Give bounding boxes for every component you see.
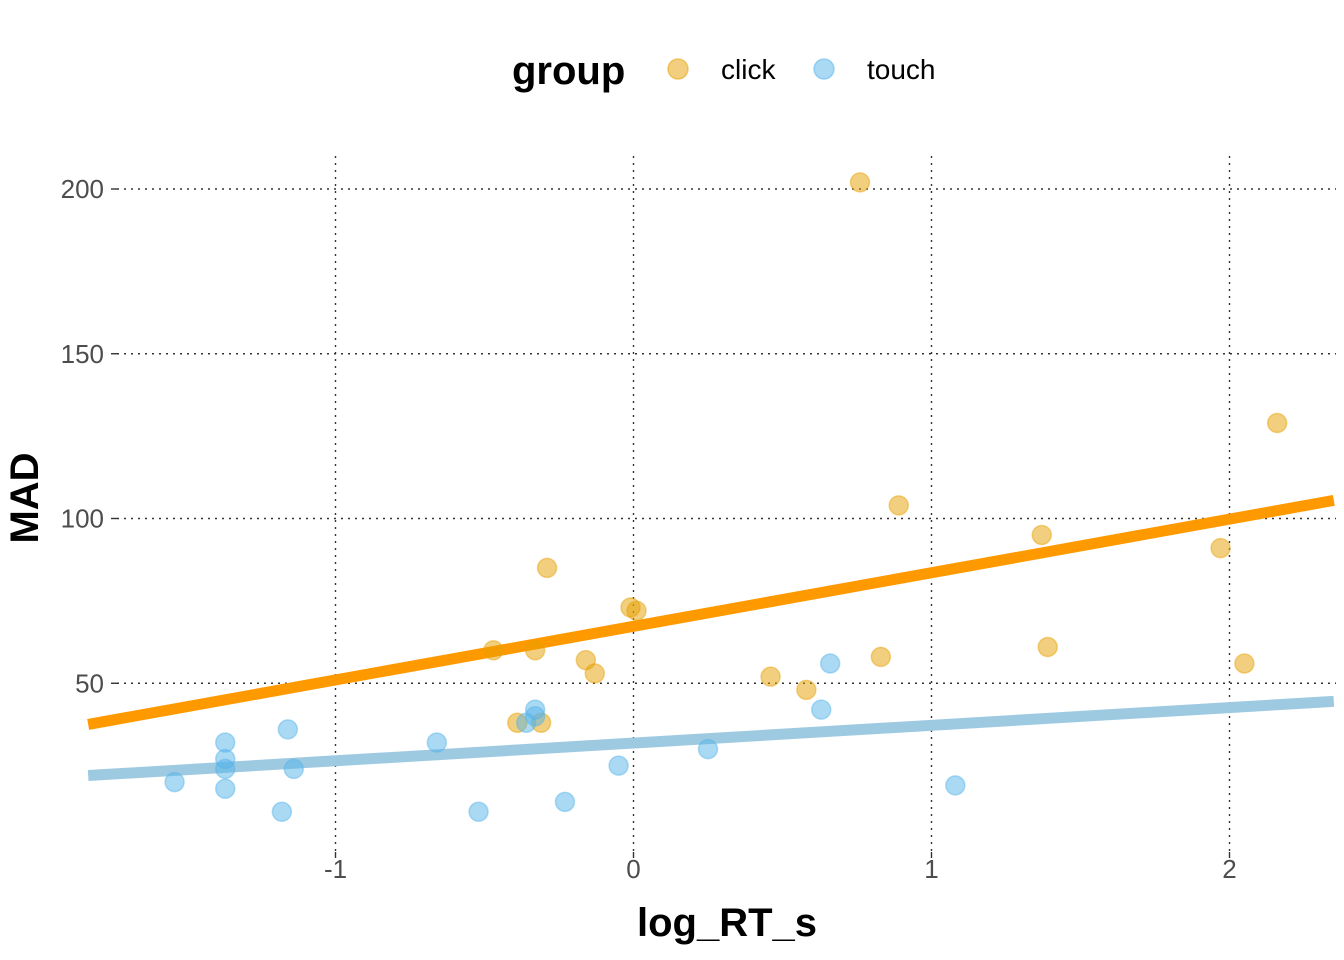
fit-line-touch bbox=[87, 695, 1335, 782]
legend-key-touch bbox=[813, 58, 835, 80]
point-click bbox=[1037, 636, 1058, 658]
point-click bbox=[524, 640, 546, 661]
x-tick-label: 2 bbox=[1222, 854, 1236, 884]
point-touch bbox=[283, 758, 305, 780]
y-tick-label: 200 bbox=[61, 174, 104, 204]
point-click bbox=[870, 646, 892, 668]
point-click bbox=[1031, 524, 1053, 546]
point-touch bbox=[214, 778, 236, 799]
point-click bbox=[796, 679, 817, 701]
point-touch bbox=[810, 699, 832, 720]
y-tick-label: 100 bbox=[61, 504, 104, 534]
legend-title: group bbox=[512, 49, 625, 93]
point-touch bbox=[164, 771, 185, 793]
point-click bbox=[849, 172, 871, 193]
fit-line-click bbox=[87, 494, 1335, 730]
point-touch bbox=[697, 738, 719, 760]
point-touch bbox=[515, 712, 537, 734]
point-touch bbox=[608, 755, 629, 776]
x-axis-title: log_RT_s bbox=[637, 901, 817, 945]
point-touch bbox=[468, 801, 489, 823]
point-click bbox=[888, 495, 909, 516]
legend-label-touch: touch bbox=[867, 54, 936, 85]
y-axis-title: MAD bbox=[3, 452, 47, 543]
point-touch bbox=[277, 719, 299, 740]
point-touch bbox=[945, 775, 966, 796]
grid-lines bbox=[117, 156, 1336, 852]
y-tick-label: 150 bbox=[61, 339, 104, 369]
point-touch bbox=[271, 801, 293, 823]
legend-key-click bbox=[667, 58, 689, 80]
legend-label-click: click bbox=[721, 54, 776, 85]
x-tick-label: 1 bbox=[924, 854, 938, 884]
x-tick-label: -1 bbox=[324, 854, 347, 884]
point-touch bbox=[426, 732, 448, 753]
point-touch bbox=[819, 653, 841, 674]
point-click bbox=[1266, 412, 1288, 434]
fit-lines bbox=[87, 494, 1335, 782]
legend: group click touch bbox=[512, 49, 936, 93]
point-click bbox=[1210, 537, 1231, 559]
point-touch bbox=[214, 758, 236, 780]
axis-ticks: -1 0 1 2 50 100 150 200 bbox=[61, 174, 1237, 884]
x-tick-label: 0 bbox=[626, 854, 640, 884]
point-click bbox=[1234, 653, 1255, 674]
point-click bbox=[626, 600, 647, 622]
point-click bbox=[760, 666, 781, 687]
point-touch bbox=[554, 791, 576, 813]
point-click bbox=[584, 663, 606, 684]
data-points bbox=[164, 172, 1288, 823]
point-click bbox=[483, 640, 504, 661]
point-click bbox=[536, 557, 558, 579]
y-tick-label: 50 bbox=[75, 668, 104, 698]
